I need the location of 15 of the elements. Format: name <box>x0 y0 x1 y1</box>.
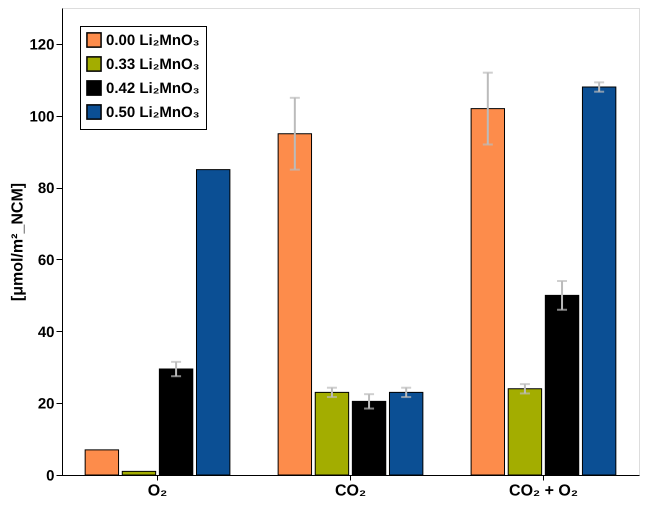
legend-label: 0.42 Li₂MnO₃ <box>106 80 200 97</box>
y-tick-label: 20 <box>38 396 54 413</box>
x-tick-label: CO₂ + O₂ <box>509 482 578 500</box>
y-tick-label: 0 <box>46 468 54 484</box>
y-tick-label: 60 <box>38 252 54 269</box>
x-tick-label: CO₂ <box>334 482 366 500</box>
legend-label: 0.33 Li₂MnO₃ <box>106 56 200 73</box>
y-axis-title: [μmol/m²_NCM] <box>9 182 26 302</box>
y-tick-label: 40 <box>38 324 54 341</box>
y-tick-label: 80 <box>38 180 54 198</box>
y-tick-label: 120 <box>29 36 54 54</box>
legend-label: 0.00 Li₂MnO₃ <box>106 32 200 49</box>
legend-label: 0.50 Li₂MnO₃ <box>106 104 200 121</box>
x-tick-label: O₂ <box>148 482 168 500</box>
y-tick-label: 100 <box>29 108 54 126</box>
